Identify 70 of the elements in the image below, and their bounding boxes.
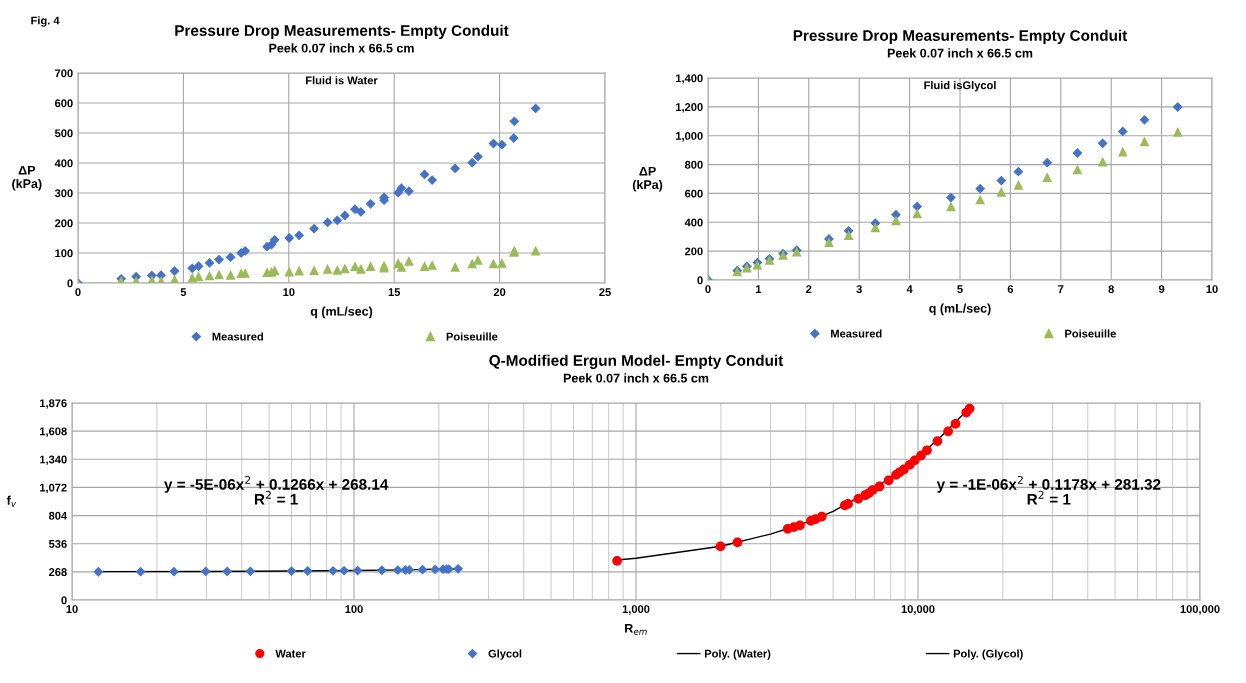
- y-tick-label: 1,072: [40, 483, 67, 494]
- annotation: Fluid is Water: [306, 76, 378, 85]
- y-tick-label: 1,340: [40, 455, 67, 466]
- chart-subtitle: Peek 0.07 inch x 66.5 cm: [269, 43, 414, 53]
- x-tick-label: 5: [180, 288, 187, 297]
- y-tick-label: 1,876: [40, 399, 67, 409]
- x-tick-label: 3: [856, 285, 862, 294]
- y-tick-label: 600: [685, 189, 703, 198]
- y-tick-label: 600: [55, 99, 73, 108]
- y-axis-title: ΔP (kPa): [632, 166, 663, 192]
- x-tick-label: 10: [283, 288, 295, 297]
- x-tick-label: 6: [1007, 285, 1014, 294]
- y-tick-label: 804: [48, 511, 68, 520]
- y-tick-label: 268: [48, 568, 67, 576]
- annotation: R$^{2}$ = 1: [254, 490, 298, 505]
- legend-label: Poly. (Glycol): [953, 649, 1023, 660]
- x-tick-label: 0: [705, 285, 711, 294]
- legend-label: Poiseuille: [1065, 329, 1116, 338]
- caption: Fig. 4: [31, 16, 60, 27]
- legend-label: Poiseuille: [446, 332, 498, 341]
- x-tick-label: 4: [906, 285, 913, 293]
- x-tick-label: 10,000: [901, 605, 935, 615]
- y-tick-label: 1,200: [676, 103, 703, 113]
- y-tick-label: 200: [54, 219, 73, 228]
- y-tick-label: 100: [55, 249, 73, 258]
- legend-label: Measured: [212, 332, 263, 341]
- x-tick-label: 10: [66, 605, 78, 614]
- x-tick-label: 9: [1158, 285, 1165, 294]
- y-tick-label: 1,400: [676, 74, 703, 84]
- annotation: R$^{2}$ = 1: [1027, 490, 1071, 505]
- x-tick-label: 100: [345, 605, 363, 614]
- y-tick-label: 400: [684, 218, 703, 227]
- x-tick-label: 1: [756, 285, 762, 293]
- x-axis-title: q (mL/sec): [310, 306, 373, 319]
- annotation: Fluid isGlycol: [924, 81, 996, 92]
- y-axis-title: f$_{v}$: [6, 495, 17, 507]
- x-tick-label: 1,000: [622, 605, 650, 615]
- x-tick-label: 7: [1058, 285, 1064, 293]
- legend-label: Water: [275, 649, 306, 658]
- y-tick-label: 500: [54, 129, 73, 138]
- x-axis-title: q (mL/sec): [929, 303, 991, 316]
- x-tick-label: 25: [599, 288, 611, 297]
- y-tick-label: 300: [54, 189, 73, 198]
- legend-label: Glycol: [488, 649, 522, 660]
- x-tick-label: 100,000: [1180, 605, 1220, 615]
- x-tick-label: 0: [75, 288, 81, 297]
- legend-label: Measured: [831, 329, 882, 338]
- y-tick-label: 536: [48, 539, 67, 548]
- x-tick-label: 2: [806, 285, 812, 293]
- chart-title: Pressure Drop Measurements- Empty Conduit: [175, 24, 509, 39]
- chart-title: Pressure Drop Measurements- Empty Conduit: [793, 29, 1128, 44]
- x-axis-title: R$_{em}$: [625, 623, 647, 635]
- y-tick-label: 400: [54, 159, 73, 168]
- y-tick-label: 700: [55, 69, 73, 78]
- chart-subtitle: Peek 0.07 inch x 66.5 cm: [887, 48, 1033, 58]
- y-axis-title: ΔP (kPa): [12, 165, 42, 191]
- y-tick-label: 1,000: [676, 131, 703, 142]
- legend-label: Poly. (Water): [704, 649, 771, 660]
- y-tick-label: 800: [684, 160, 703, 169]
- x-tick-label: 15: [388, 288, 401, 297]
- chart-title: Q-Modified Ergun Model- Empty Conduit: [489, 354, 784, 369]
- y-tick-label: 0: [61, 596, 67, 605]
- chart-subtitle: Peek 0.07 inch x 66.5 cm: [563, 373, 709, 383]
- x-tick-label: 8: [1108, 285, 1114, 294]
- y-tick-label: 200: [684, 247, 703, 256]
- x-tick-label: 20: [493, 288, 506, 297]
- y-tick-label: 1,608: [40, 427, 67, 437]
- y-tick-label: 0: [697, 276, 703, 285]
- x-tick-label: 10: [1206, 285, 1218, 294]
- x-tick-label: 5: [957, 285, 963, 294]
